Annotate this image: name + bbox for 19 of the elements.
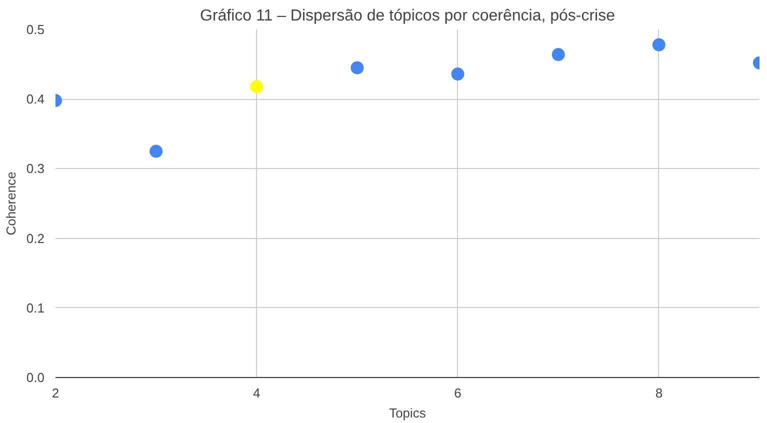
point [451,68,464,81]
point [552,48,565,62]
x-tick-label: 2 [52,386,60,400]
point [250,80,264,94]
y-tick-label: 0.3 [26,161,45,176]
y-tick-label: 0.4 [26,92,45,107]
y-tick-label: 0.0 [26,370,45,385]
point [652,38,666,52]
point [350,61,364,74]
x-axis-title: Topics [389,406,426,420]
y-axis-title: Coherence [3,172,18,236]
chart-title: Gráfico 11 – Dispersão de tópicos por coerência, pós-crise [200,8,616,24]
point [150,144,163,158]
y-tick-label: 0.2 [26,230,45,246]
x-tick-label: 6 [454,386,462,400]
x-tick-label: 8 [655,386,663,400]
y-tick-label: 0.5 [26,22,45,37]
y-tick-label: 0.1 [26,300,45,316]
x-tick-label: 4 [253,386,260,400]
